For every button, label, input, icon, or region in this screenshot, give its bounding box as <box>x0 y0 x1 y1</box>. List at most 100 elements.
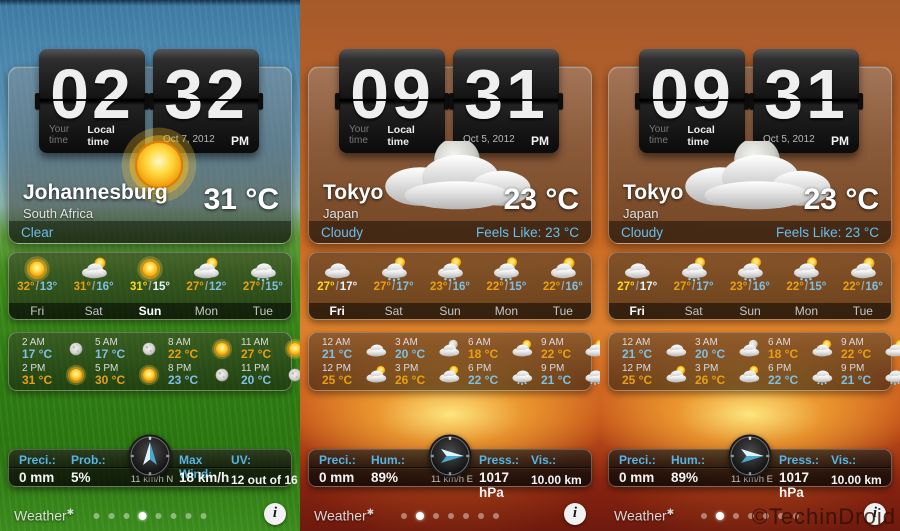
clock-widget: 09 Your time Local time 31 Oct 5, 2012 PM Toky… <box>608 49 892 244</box>
hourly-time: 3 PM <box>395 363 419 374</box>
hourly-time: 12 AM <box>622 337 651 348</box>
forecast-temps: 23°/16° <box>430 281 470 293</box>
forecast-day-sun[interactable]: 23°/16° <box>722 253 778 305</box>
tab-local-time[interactable]: Local time <box>387 124 415 148</box>
page-dots <box>93 512 207 520</box>
forecast-day-tue[interactable]: 22°/16° <box>535 253 591 305</box>
moon-icon <box>69 342 83 356</box>
forecast-high: 31° <box>130 281 148 293</box>
forecast-day-sat[interactable]: 27°/17° <box>665 253 721 305</box>
cloud-sun-icon <box>585 339 600 357</box>
sun-icon <box>211 338 233 360</box>
logo-star-icon: ✱ <box>66 507 75 518</box>
forecast-day-tue[interactable]: 22°/16° <box>835 253 891 305</box>
weather-panel-tokyo-1: 09 Your time Local time 31 Oct 5, 2012 PM Toky… <box>300 0 600 531</box>
forecast-day-mon[interactable]: 22°/15° <box>778 253 834 305</box>
stat-value-1: 0 mm <box>19 470 55 485</box>
page-dot[interactable] <box>448 513 454 519</box>
forecast-low: 16° <box>96 281 114 293</box>
hourly-time: 6 AM <box>468 337 491 348</box>
hinge-pin <box>858 93 863 109</box>
forecast-low: 12° <box>209 281 227 293</box>
forecast-day-mon[interactable]: 22°/15° <box>478 253 534 305</box>
tab-local-time[interactable]: Local time <box>687 124 715 148</box>
clock-date-row: Oct 7, 2012 PM <box>153 134 259 148</box>
page-dot-active[interactable] <box>138 512 147 520</box>
hourly-time: 3 PM <box>695 363 719 374</box>
city-name: Tokyo <box>323 181 384 204</box>
page-dot[interactable] <box>748 513 754 519</box>
temp-slash: / <box>504 281 509 293</box>
hourly-temp: 25 °C <box>622 373 653 387</box>
forecast-day-label: Fri <box>329 304 345 318</box>
sun-icon <box>65 364 87 386</box>
tab-your-time[interactable]: Your time <box>649 124 670 146</box>
cloud-sun-icon <box>739 365 760 383</box>
hourly-widget: 2 AM 17 °C 5 AM 17 °C 8 AM 22 °C 11 AM 27 °C 2 P… <box>8 332 300 391</box>
forecast-day-fri[interactable]: 32°/13° <box>9 253 65 305</box>
info-button[interactable]: i <box>264 503 286 525</box>
info-button[interactable]: i <box>864 503 886 525</box>
tab-your-time[interactable]: Your time <box>49 124 70 146</box>
page-dot[interactable] <box>170 513 177 519</box>
forecast-widget: 27°/17° 27°/17° 23°/16° 22°/15° 22°/16° Fri Sa… <box>308 252 592 320</box>
page-dot[interactable] <box>701 513 707 519</box>
forecast-high: 27° <box>617 281 635 293</box>
hourly-temp: 17 °C <box>95 347 126 361</box>
page-dot[interactable] <box>493 513 499 519</box>
forecast-day-mon[interactable]: 27°/12° <box>178 253 234 305</box>
current-condition-icon <box>669 137 845 216</box>
hourly-time: 8 AM <box>168 337 191 348</box>
page-dot[interactable] <box>185 513 192 519</box>
forecast-day-tue[interactable]: 27°/15° <box>235 253 291 305</box>
forecast-day-fri[interactable]: 27°/17° <box>609 253 665 305</box>
page-dot[interactable] <box>733 513 739 519</box>
flip-clock-hours: 09 Your time Local time <box>635 49 749 153</box>
page-dot[interactable] <box>401 513 407 519</box>
forecast-day-label: Mon <box>794 304 819 318</box>
page-dot-active[interactable] <box>716 512 724 520</box>
page-dot[interactable] <box>433 513 439 519</box>
temp-slash: / <box>204 281 209 293</box>
stat-value-2: 5% <box>71 470 91 485</box>
page-dot[interactable] <box>763 513 769 519</box>
page-dot[interactable] <box>463 513 469 519</box>
forecast-day-label: Sat <box>684 304 703 318</box>
hourly-row: 12 PM 25 °C 3 PM 26 °C 6 PM 22 °C 9 PM 21 °C <box>315 362 600 388</box>
hourly-cell: 5 AM 17 °C <box>88 336 161 362</box>
page-dot[interactable] <box>108 513 115 519</box>
hourly-temp: 21 °C <box>841 373 872 387</box>
forecast-day-fri[interactable]: 27°/17° <box>309 253 365 305</box>
forecast-temps: 27°/17° <box>617 281 657 293</box>
hourly-text: 3 PM 26 °C <box>695 363 737 387</box>
hourly-cell: 12 PM 25 °C <box>615 362 688 388</box>
tab-local-time[interactable]: Local time <box>87 124 115 148</box>
page-dot[interactable] <box>155 513 162 519</box>
tab-your-time[interactable]: Your time <box>349 124 370 146</box>
current-temp: 23 °C <box>503 183 579 216</box>
stat-value-3: 18 km/h <box>179 470 230 485</box>
forecast-temps: 31°/15° <box>130 281 170 293</box>
forecast-day-sun[interactable]: 23°/16° <box>422 253 478 305</box>
info-button[interactable]: i <box>564 503 586 525</box>
current-temp: 31 °C <box>203 183 279 216</box>
clock-minute-digits: 31 <box>764 55 848 133</box>
rain-sun-icon <box>794 257 820 282</box>
hourly-time: 11 AM <box>241 337 269 348</box>
page-dot[interactable] <box>478 513 484 519</box>
sun-icon <box>137 256 163 282</box>
page-dot-active[interactable] <box>416 512 424 520</box>
hourly-time: 3 AM <box>395 337 418 348</box>
page-dot[interactable] <box>200 513 207 519</box>
clock-date-row: Oct 5, 2012 PM <box>753 134 859 148</box>
forecast-day-sat[interactable]: 27°/17° <box>365 253 421 305</box>
page-dot[interactable] <box>778 513 784 519</box>
page-dot[interactable] <box>123 513 130 519</box>
page-dot[interactable] <box>793 513 799 519</box>
sun-icon <box>284 338 300 360</box>
forecast-day-sun[interactable]: 31°/15° <box>122 253 178 305</box>
hourly-cell: 5 PM 30 °C <box>88 362 161 388</box>
page-dot[interactable] <box>93 513 100 519</box>
forecast-day-sat[interactable]: 31°/16° <box>65 253 121 305</box>
hourly-text: 9 AM 22 °C <box>541 337 583 361</box>
